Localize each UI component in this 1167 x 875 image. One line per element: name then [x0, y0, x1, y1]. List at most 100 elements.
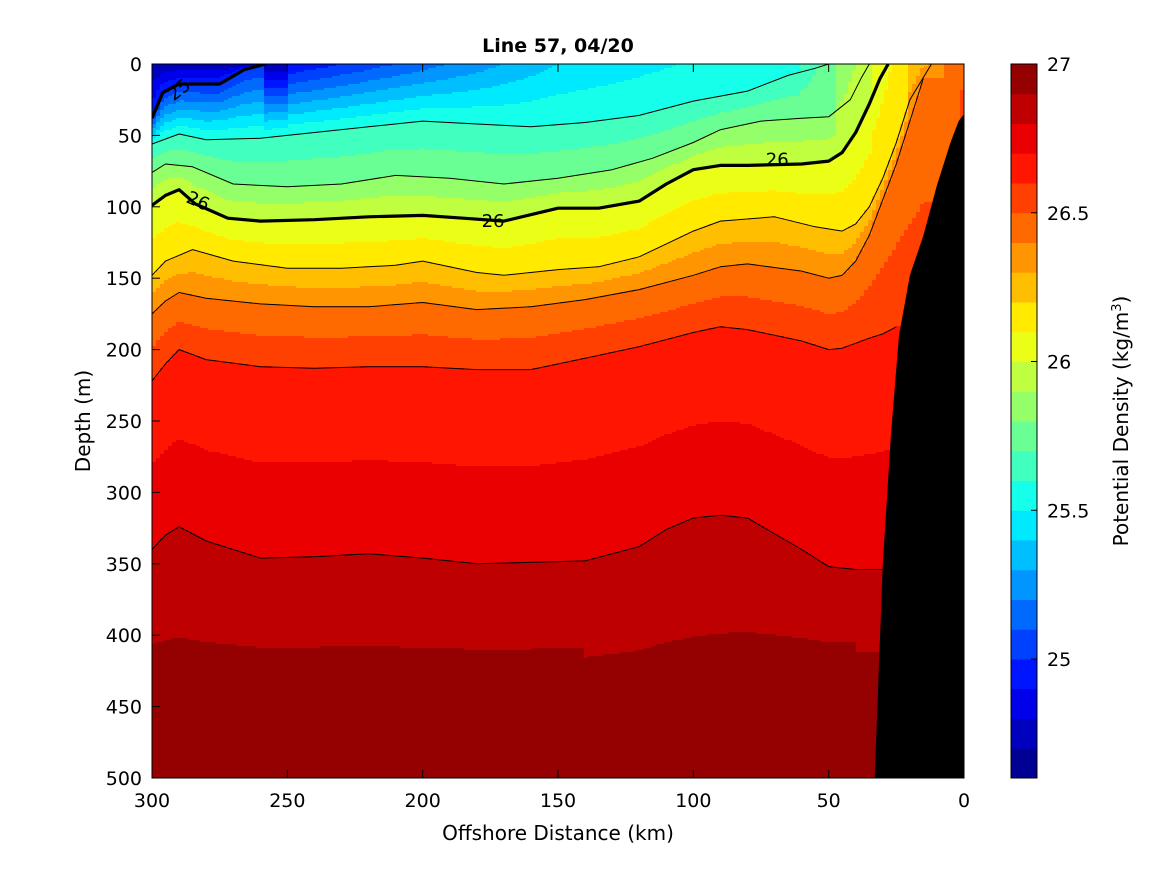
density-cell	[524, 64, 529, 79]
density-cell	[504, 126, 509, 155]
density-cell	[256, 90, 261, 103]
density-cell	[504, 308, 509, 339]
density-cell	[324, 100, 329, 111]
density-cell	[496, 650, 501, 778]
density-cell	[264, 336, 269, 367]
density-cell	[644, 178, 649, 197]
density-cell	[900, 64, 905, 125]
density-cell	[372, 366, 377, 461]
density-cell	[316, 368, 321, 463]
density-cell	[488, 106, 493, 125]
density-cell	[272, 558, 277, 649]
density-cell	[584, 358, 589, 461]
density-cell	[296, 186, 301, 205]
density-cell	[700, 168, 705, 199]
density-cell	[820, 276, 825, 313]
density-cell	[560, 562, 565, 649]
density-cell	[656, 218, 661, 249]
density-cell	[260, 186, 265, 205]
density-cell	[324, 268, 329, 289]
density-cell	[324, 110, 329, 121]
density-cell	[588, 208, 593, 239]
density-cell	[188, 70, 193, 79]
density-cell	[152, 644, 157, 778]
density-cell	[200, 78, 205, 85]
density-cell	[188, 118, 193, 129]
density-cell	[156, 200, 161, 235]
density-cell	[824, 456, 829, 565]
density-cell	[568, 648, 573, 778]
density-cell	[788, 96, 793, 121]
density-cell	[764, 242, 769, 267]
density-cell	[828, 230, 833, 255]
density-cell	[764, 84, 769, 103]
density-cell	[728, 328, 733, 423]
density-cell	[232, 86, 237, 97]
density-cell	[324, 202, 329, 221]
density-cell	[200, 448, 205, 539]
density-cell	[188, 294, 193, 325]
density-cell	[684, 638, 689, 778]
density-cell	[276, 462, 281, 559]
density-cell	[488, 246, 493, 275]
density-cell	[292, 114, 297, 125]
density-cell	[436, 108, 441, 123]
density-cell	[824, 642, 829, 778]
density-cell	[572, 92, 577, 125]
density-cell	[388, 66, 393, 79]
density-cell	[376, 68, 381, 81]
density-cell	[616, 552, 621, 655]
density-cell	[756, 104, 761, 123]
density-cell	[164, 196, 169, 229]
density-cell	[172, 112, 177, 121]
density-cell	[860, 120, 865, 169]
density-cell	[208, 642, 213, 778]
density-cell	[328, 338, 333, 369]
density-cell	[748, 144, 753, 167]
density-cell	[272, 204, 277, 221]
density-cell	[180, 192, 185, 225]
colorbar-swatch	[1011, 272, 1037, 303]
density-cell	[300, 64, 305, 73]
x-tick-label: 0	[958, 790, 970, 812]
density-cell	[804, 194, 809, 225]
density-cell	[676, 164, 681, 179]
density-cell	[160, 336, 165, 369]
density-cell	[180, 638, 185, 778]
density-cell	[256, 138, 261, 163]
density-cell	[328, 646, 333, 778]
density-cell	[524, 290, 529, 309]
density-cell	[592, 268, 597, 283]
density-cell	[336, 288, 341, 307]
density-cell	[716, 114, 721, 131]
density-cell	[400, 86, 405, 101]
density-cell	[248, 554, 253, 647]
density-cell	[368, 216, 373, 243]
density-cell	[340, 462, 345, 557]
density-cell	[240, 240, 245, 263]
density-cell	[772, 534, 777, 635]
density-cell	[380, 460, 385, 555]
density-cell	[516, 338, 521, 371]
density-cell	[584, 658, 589, 778]
density-cell	[480, 370, 485, 467]
density-cell	[812, 64, 817, 77]
density-cell	[412, 72, 417, 85]
density-cell	[356, 84, 361, 95]
density-cell	[644, 74, 649, 115]
density-cell	[316, 244, 321, 269]
density-cell	[288, 124, 293, 137]
density-cell	[480, 182, 485, 201]
density-cell	[308, 288, 313, 307]
density-cell	[156, 184, 161, 201]
density-cell	[348, 156, 353, 183]
density-cell	[256, 186, 261, 205]
density-cell	[544, 64, 549, 71]
density-cell	[620, 232, 625, 263]
density-cell	[540, 368, 545, 465]
density-cell	[152, 64, 157, 81]
density-cell	[452, 198, 457, 219]
density-cell	[236, 162, 241, 185]
density-cell	[232, 138, 237, 163]
density-cell	[832, 136, 837, 159]
